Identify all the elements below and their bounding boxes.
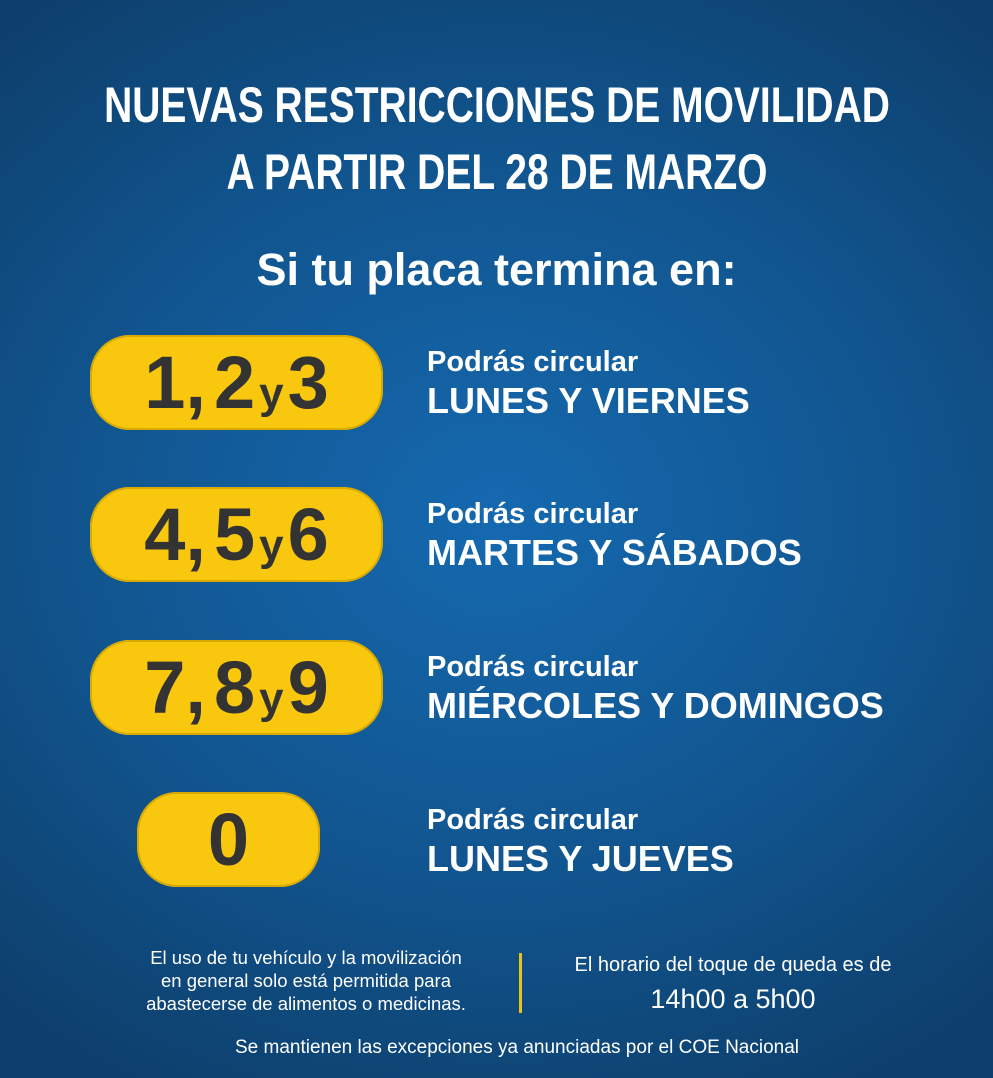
digit: 0	[207, 798, 250, 881]
digit: 7,	[144, 646, 206, 729]
footer-line: El uso de tu vehículo y la movilización	[150, 947, 462, 968]
digit: 6	[287, 493, 329, 576]
digit: 9	[287, 646, 329, 729]
plate-pill-456: 4, 5 y 6	[90, 487, 383, 582]
plate-pill-789: 7, 8 y 9	[90, 640, 383, 735]
footer-line: en general solo está permitida para	[160, 970, 451, 991]
row-2-desc: Podrás circular MARTES Y SÁBADOS	[427, 497, 802, 575]
plate-pill-123: 1, 2 y 3	[90, 335, 383, 430]
connector: y	[259, 369, 284, 418]
row-days: MIÉRCOLES Y DOMINGOS	[427, 685, 884, 726]
digit: 4,	[144, 493, 206, 576]
row-prefix: Podrás circular	[427, 651, 639, 683]
row-prefix: Podrás circular	[427, 346, 639, 378]
row-days: LUNES Y JUEVES	[427, 838, 734, 879]
connector: y	[259, 674, 284, 723]
row-3-desc: Podrás circular MIÉRCOLES Y DOMINGOS	[427, 650, 884, 728]
row-1-desc: Podrás circular LUNES Y VIERNES	[427, 345, 750, 423]
digit: 5	[213, 493, 256, 576]
curfew-note: El horario del toque de queda es de	[574, 954, 892, 976]
digit: 3	[287, 341, 329, 424]
digit: 1,	[144, 341, 206, 424]
row-prefix: Podrás circular	[427, 804, 639, 836]
footer-line: abastecerse de alimentos o medicinas.	[146, 993, 466, 1014]
footer-divider	[519, 953, 522, 1013]
footer-usage-note: El uso de tu vehículo y la movilización …	[100, 946, 512, 1015]
curfew-hours: 14h00 a 5h00	[650, 984, 816, 1014]
subtitle: Si tu placa termina en:	[256, 244, 737, 295]
row-4-desc: Podrás circular LUNES Y JUEVES	[427, 803, 734, 881]
title-line-1: NUEVAS RESTRICCIONES DE MOVILIDAD	[103, 77, 890, 133]
row-days: MARTES Y SÁBADOS	[427, 532, 802, 573]
connector: y	[259, 521, 284, 570]
digit: 8	[213, 646, 256, 729]
row-days: LUNES Y VIERNES	[427, 380, 750, 421]
digit: 2	[213, 341, 256, 424]
plate-pill-0: 0	[137, 792, 320, 887]
row-prefix: Podrás circular	[427, 498, 639, 530]
title-line-2: A PARTIR DEL 28 DE MARZO	[225, 144, 768, 200]
footer-bottom: Se mantienen las excepciones ya anunciad…	[235, 1037, 799, 1058]
